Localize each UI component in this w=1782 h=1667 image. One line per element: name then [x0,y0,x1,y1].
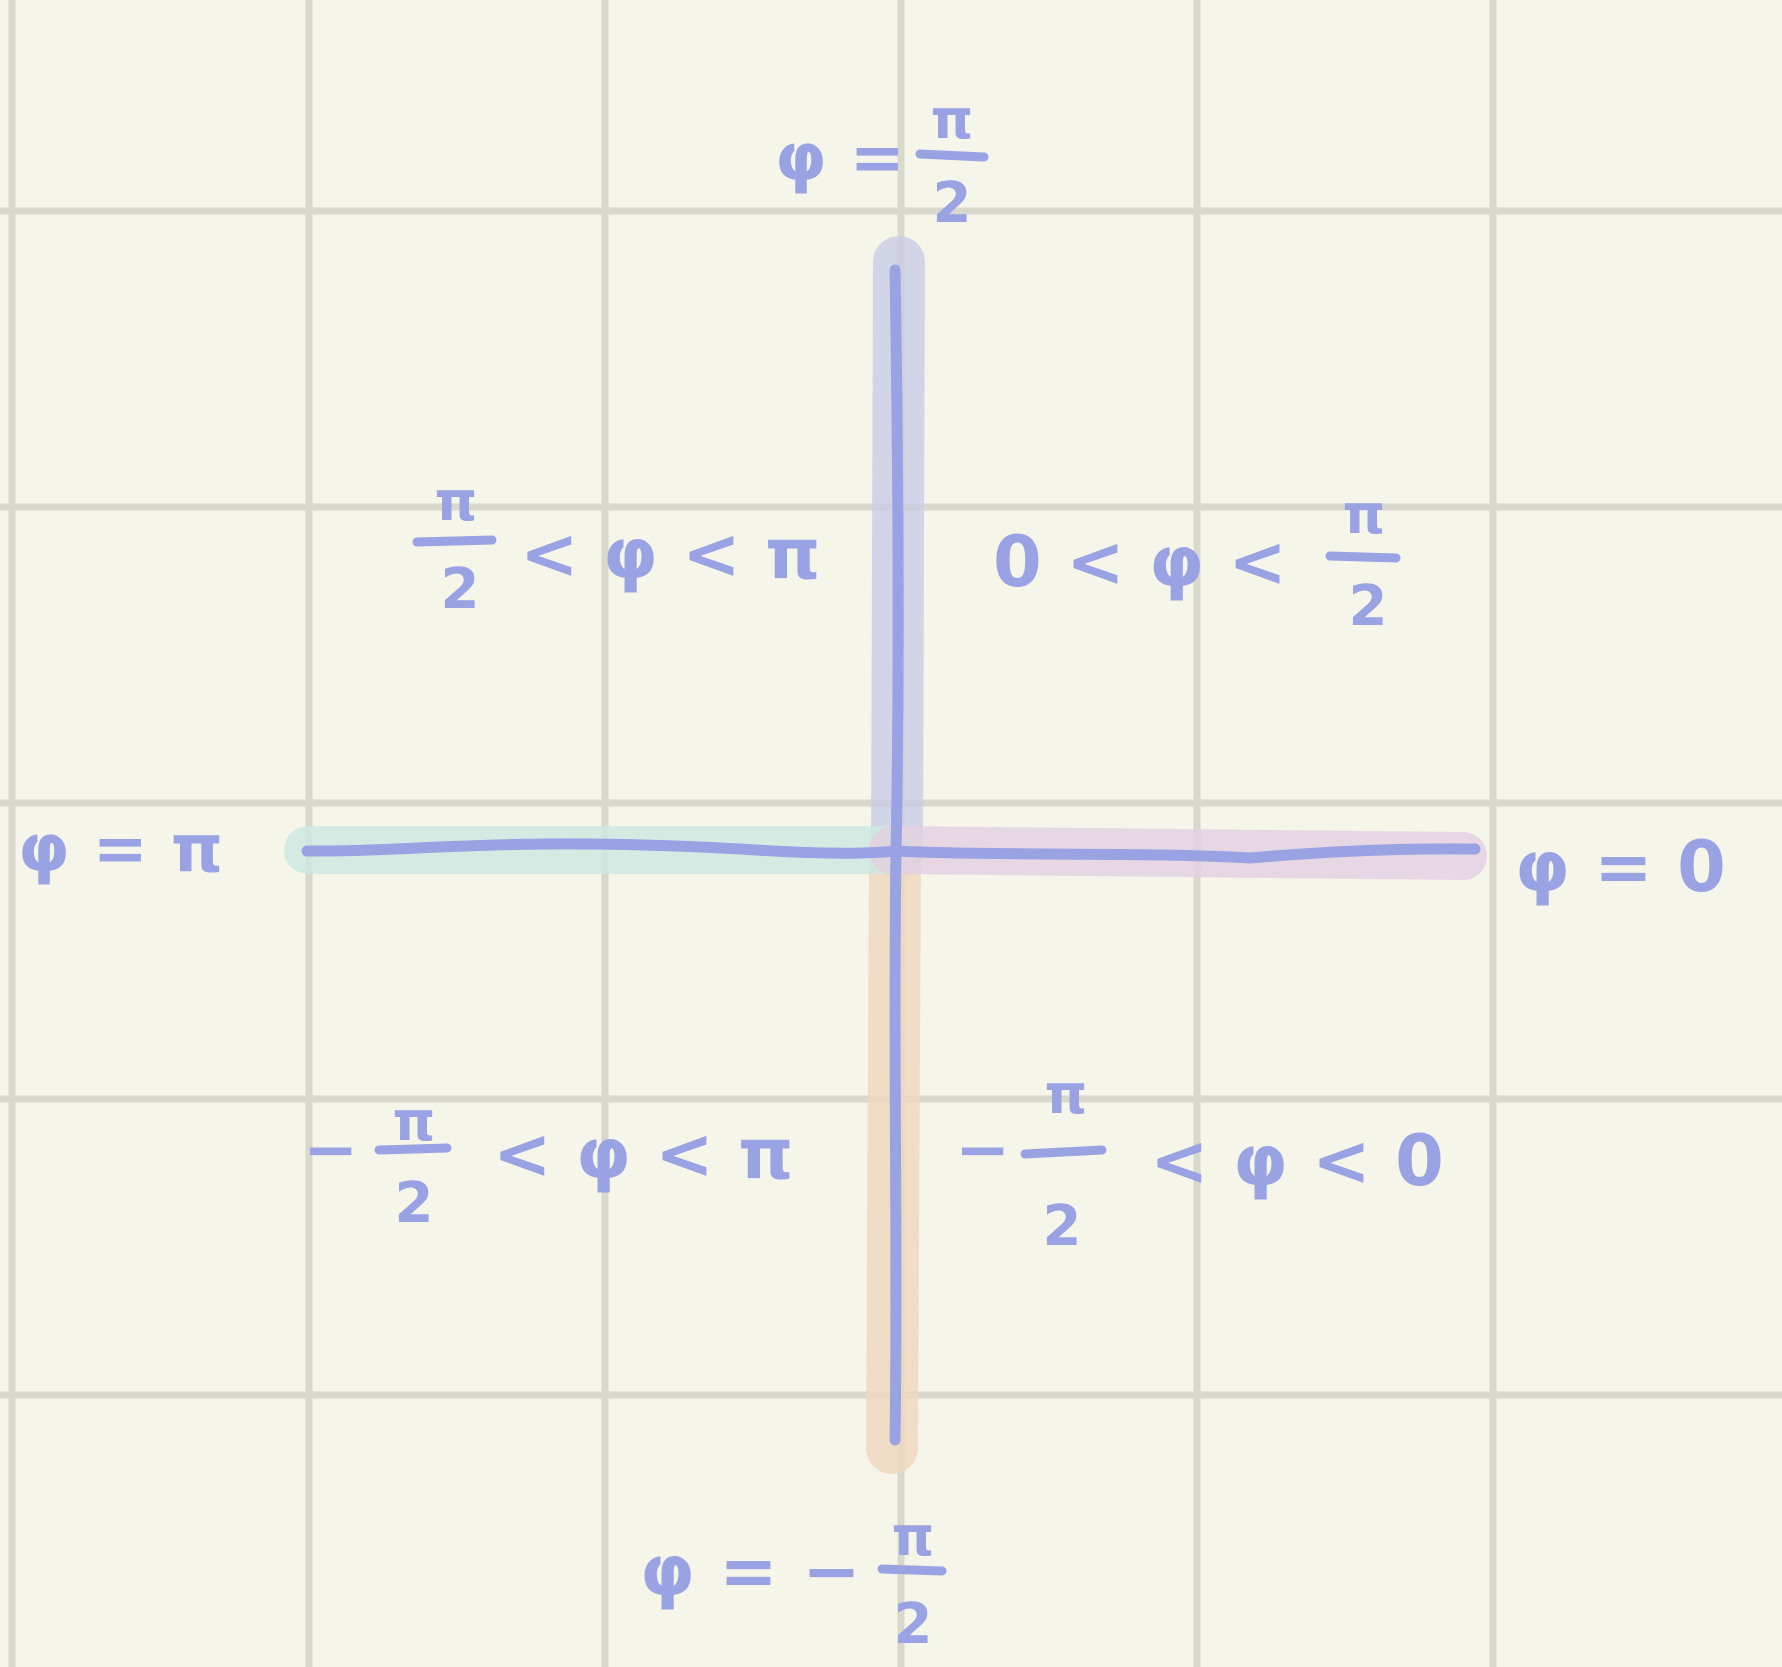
label-phi-pi-half: φ = π 2 [775,88,989,236]
axes [301,264,1481,1446]
svg-text:2: 2 [441,557,480,622]
label-phi-zero: φ = 0 [1515,826,1726,908]
svg-text:π: π [931,88,974,151]
region-quadrant-2: π 2 < φ < π [412,470,821,622]
svg-text:2: 2 [395,1171,434,1236]
svg-text:< φ < π: < φ < π [520,513,821,595]
svg-text:2: 2 [1349,574,1388,639]
svg-text:π: π [892,1505,935,1568]
svg-text:π: π [1343,483,1386,546]
svg-text:2: 2 [933,171,972,236]
region-quadrant-4: − π 2 < φ < 0 [955,1063,1444,1259]
svg-text:< φ < 0: < φ < 0 [1150,1120,1444,1202]
svg-text:π: π [393,1090,436,1153]
region-quadrant-3: − π 2 < φ < π [303,1090,794,1236]
svg-text:2: 2 [1043,1194,1082,1259]
region-quadrant-1: 0 < φ < π 2 [993,483,1401,639]
horizontal-axis [301,838,1481,864]
svg-text:< φ < π: < φ < π [493,1113,794,1195]
svg-text:2: 2 [894,1592,933,1657]
svg-text:0 < φ <: 0 < φ < [993,521,1287,603]
svg-text:π: π [435,470,478,533]
svg-text:−: − [955,1111,1010,1188]
svg-text:−: − [303,1111,358,1188]
label-phi-minus-pi-half: φ = − π 2 [640,1505,947,1657]
svg-text:φ = −: φ = − [640,1530,861,1612]
svg-text:π: π [1045,1063,1088,1126]
svg-text:φ =: φ = [775,119,905,196]
label-phi-pi: φ = π [18,810,223,887]
